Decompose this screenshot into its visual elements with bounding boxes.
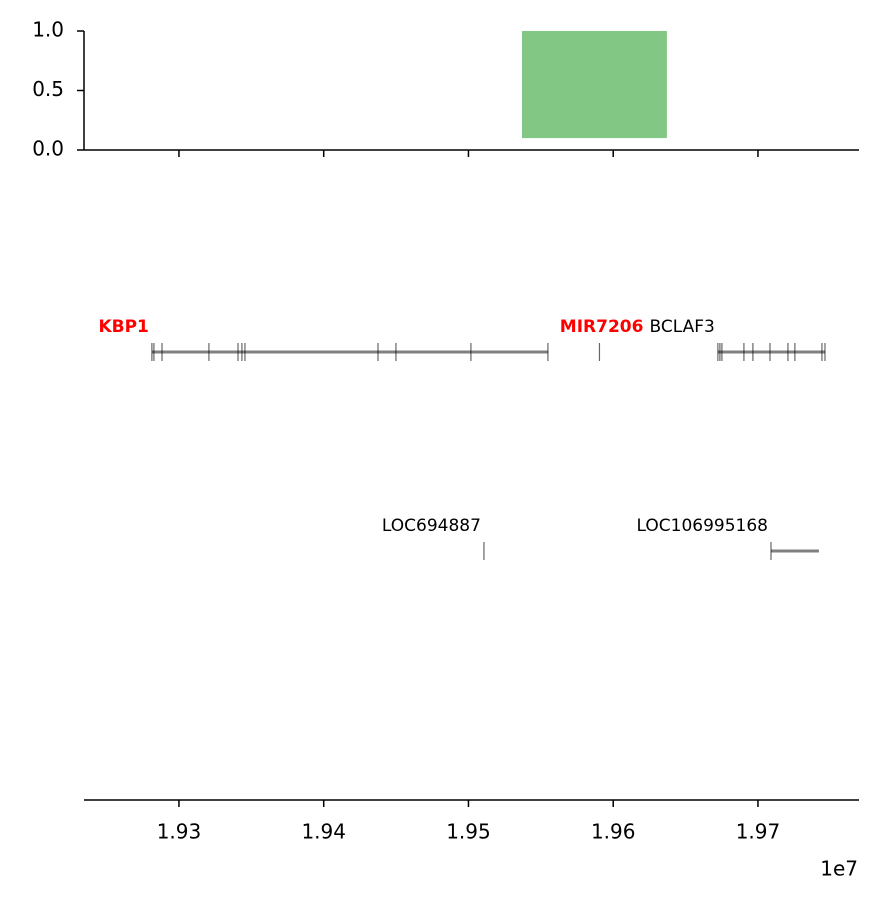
bar bbox=[522, 31, 667, 139]
gene-area: KBP1 MIR7206 BCLAF3 LOC694887 LOC106995168 bbox=[98, 317, 826, 560]
x-tick-label: 1.95 bbox=[446, 820, 491, 844]
gene-label: BCLAF3 bbox=[650, 317, 715, 337]
x-offset-label: 1e7 bbox=[820, 857, 858, 881]
x-tick-label: 1.96 bbox=[591, 820, 636, 844]
gene-label: KBP1 bbox=[98, 317, 148, 337]
y-tick-label: 0.5 bbox=[32, 77, 64, 101]
y-tick-label: 0.0 bbox=[32, 137, 64, 161]
gene-label: LOC694887 bbox=[382, 516, 481, 536]
y-tick-label: 1.0 bbox=[32, 18, 64, 42]
gene-label: MIR7206 bbox=[560, 317, 644, 337]
x-tick-label: 1.94 bbox=[301, 820, 346, 844]
x-tick-label: 1.97 bbox=[736, 820, 781, 844]
gene-label: LOC106995168 bbox=[637, 516, 768, 536]
x-tick-label: 1.93 bbox=[157, 820, 202, 844]
